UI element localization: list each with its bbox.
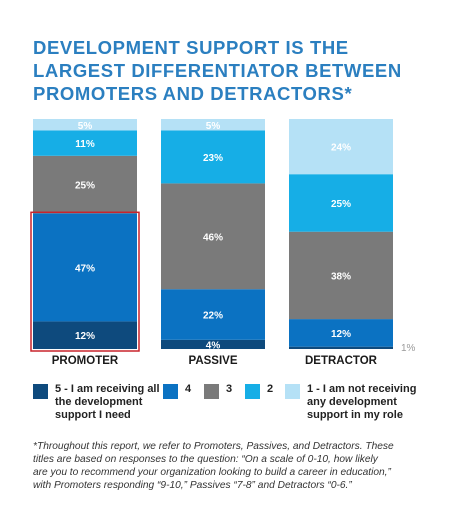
bar-segment-passive-s5 [161,339,265,349]
category-label-promoter: PROMOTER [52,355,119,367]
bar-segment-promoter-s5 [33,321,137,349]
bar-segment-promoter-s2 [33,130,137,156]
legend-label-line: any development [307,396,397,408]
chart-title-line: PROMOTERS AND DETRACTORS* [33,83,353,104]
legend: 5 - I am receiving all the development sup… [0,383,450,433]
data-label-promoter-s4: 47% [75,263,95,274]
legend-label-s2: 2 [267,383,273,396]
legend-swatch-s2 [245,384,260,399]
footnote-line: are you to recommend your organization l… [33,467,391,478]
data-label-promoter-s5: 12% [75,331,95,342]
data-label-passive-s2: 23% [203,153,223,164]
legend-label-s4: 4 [185,383,191,396]
bar-segment-detractor-s1 [289,119,393,175]
legend-item-s4: 4 [163,383,191,399]
data-label-promoter-s2: 11% [75,139,95,150]
data-label-promoter-s1: 5% [78,121,93,132]
chart-title-line: DEVELOPMENT SUPPORT IS THE [33,37,349,58]
bar-segment-promoter-s1 [33,119,137,131]
bar-segment-passive-s4 [161,289,265,340]
footnote: *Throughout this report, we refer to Pro… [33,440,423,492]
bar-segment-detractor-s3 [289,231,393,320]
bar-segment-passive-s2 [161,130,265,184]
bar-segment-passive-s1 [161,119,265,131]
data-label-passive-s3: 46% [203,232,223,243]
legend-swatch-s3 [204,384,219,399]
data-label-detractor-s3: 38% [331,271,351,282]
bar-segment-promoter-s4 [33,213,137,322]
footnote-line: titles are based on responses to the que… [33,454,378,465]
data-label-detractor-s1: 24% [331,143,351,154]
data-label-promoter-s3: 25% [75,181,95,192]
bar-segment-promoter-s3 [33,155,137,214]
legend-swatch-s5 [33,384,48,399]
legend-label-line: 2 [267,383,274,395]
legend-label-s1: 1 - I am not receiving any development sup… [307,383,416,422]
footnote-line: with Promoters responding “9-10,” Passiv… [33,480,352,491]
legend-label-line: 4 [185,383,192,395]
legend-label-line: 1 - I am not receiving [307,383,417,395]
legend-label-s5: 5 - I am receiving all the development sup… [55,383,160,422]
legend-label-line: support I need [55,409,131,421]
category-label-passive: PASSIVE [189,355,238,367]
data-label-passive-s1: 5% [206,121,221,132]
legend-label-line: 3 [226,383,233,395]
stacked-bar-chart: 12% 47% 25% 11% 5% PROMOTER 4% 22% 46% 23% 5% PASSI… [30,119,416,367]
footnote-line: *Throughout this report, we refer to Pro… [33,441,394,452]
legend-label-s3: 3 [226,383,232,396]
legend-swatch-s1 [285,384,300,399]
legend-item-s1: 1 - I am not receiving any development sup… [285,383,416,422]
data-label-detractor-s4: 12% [331,329,351,340]
legend-label-line: support in my role [307,409,403,421]
data-label-detractor-s2: 25% [331,199,351,210]
legend-item-s3: 3 [204,383,232,399]
legend-label-line: 5 - I am receiving all [55,383,160,395]
legend-item-s2: 2 [245,383,273,399]
data-label-passive-s4: 22% [203,311,223,322]
data-label-passive-s5: 4% [206,340,221,351]
bar-segment-detractor-s4 [289,319,393,347]
chart-title-line: LARGEST DIFFERENTIATOR BETWEEN [33,60,402,81]
legend-item-s5: 5 - I am receiving all the development sup… [33,383,160,422]
bar-segment-detractor-s5 [289,346,393,349]
legend-label-line: the development [55,396,143,408]
highlight-outline [30,211,140,352]
bar-segment-detractor-s2 [289,174,393,232]
data-label-detractor-s5: 1% [401,343,416,354]
bar-segment-passive-s3 [161,183,265,290]
category-label-detractor: DETRACTOR [305,355,378,367]
chart-title: DEVELOPMENT SUPPORT IS THE LARGEST DIFFE… [33,36,433,105]
legend-swatch-s4 [163,384,178,399]
